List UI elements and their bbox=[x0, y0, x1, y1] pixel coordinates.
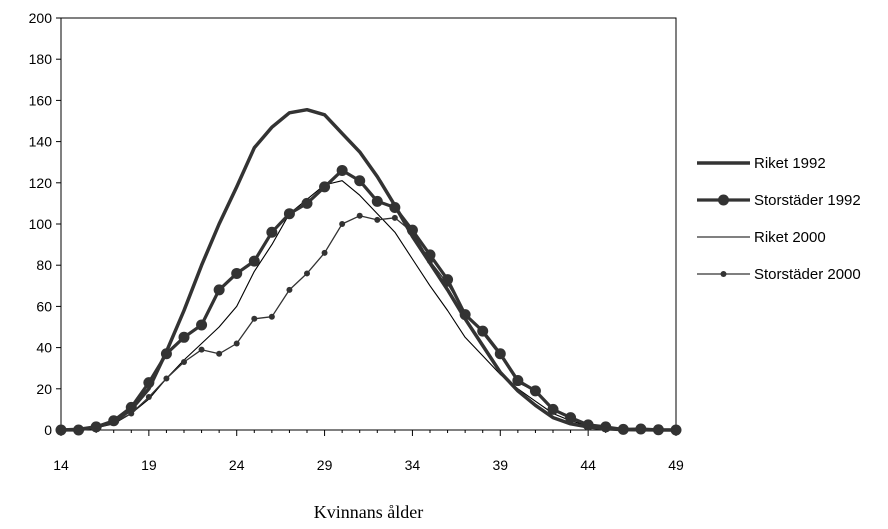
data-point bbox=[494, 348, 506, 360]
legend-item: Riket 1992 bbox=[697, 155, 826, 172]
data-point bbox=[283, 208, 295, 220]
data-point bbox=[266, 226, 278, 238]
y-tick-label: 100 bbox=[29, 216, 53, 232]
data-point bbox=[196, 319, 208, 331]
x-tick-label: 14 bbox=[53, 457, 69, 473]
data-point bbox=[216, 350, 223, 357]
data-point bbox=[477, 325, 489, 337]
data-point bbox=[231, 267, 243, 279]
data-point bbox=[336, 164, 348, 176]
y-tick-label: 140 bbox=[29, 134, 53, 150]
x-tick-label: 49 bbox=[668, 457, 684, 473]
legend-label: Riket 2000 bbox=[754, 229, 826, 246]
data-point bbox=[301, 197, 313, 209]
legend: Riket 1992 Storstäder 1992 Riket 2000 Stors… bbox=[697, 155, 861, 283]
data-point bbox=[391, 214, 398, 221]
legend-label: Riket 1992 bbox=[754, 155, 826, 172]
x-tick-label: 39 bbox=[492, 457, 508, 473]
x-tick-label: 19 bbox=[141, 457, 157, 473]
data-point bbox=[565, 412, 577, 424]
data-point bbox=[213, 284, 225, 296]
data-point bbox=[181, 359, 187, 366]
legend-label: Storstäder 2000 bbox=[754, 266, 861, 283]
series-layer bbox=[55, 107, 682, 436]
series-riket-1992 bbox=[59, 107, 678, 432]
legend-item: Storstäder 1992 bbox=[697, 192, 861, 209]
x-tick-label: 24 bbox=[229, 457, 245, 473]
x-tick-label: 34 bbox=[405, 457, 421, 473]
data-point bbox=[286, 286, 293, 293]
y-tick-label: 120 bbox=[29, 175, 53, 191]
data-point bbox=[304, 270, 310, 277]
data-point bbox=[178, 331, 190, 343]
y-tick-label: 180 bbox=[29, 51, 53, 67]
x-tick-label: 44 bbox=[580, 457, 596, 473]
x-axis-title: Kvinnans ålder bbox=[314, 502, 423, 522]
plot-frame bbox=[60, 17, 677, 431]
data-point bbox=[374, 216, 381, 223]
data-point bbox=[442, 274, 454, 286]
data-point bbox=[339, 221, 346, 227]
data-point bbox=[268, 313, 275, 320]
data-point bbox=[145, 394, 152, 401]
y-tick-label: 20 bbox=[36, 381, 52, 397]
data-point bbox=[248, 255, 260, 267]
data-point bbox=[321, 249, 328, 256]
data-point bbox=[319, 181, 331, 193]
data-point bbox=[529, 385, 541, 397]
series-line bbox=[59, 107, 678, 432]
x-axis-ticks: 14 19 24 29 34 39 44 49 bbox=[53, 430, 684, 473]
legend-item: Storstäder 2000 bbox=[697, 266, 861, 283]
data-point bbox=[251, 315, 258, 322]
data-point bbox=[233, 340, 240, 347]
data-point bbox=[356, 212, 363, 219]
y-tick-label: 80 bbox=[36, 257, 52, 273]
legend-swatch-marker bbox=[718, 194, 729, 206]
legend-swatch-marker bbox=[720, 271, 727, 277]
y-tick-label: 200 bbox=[29, 10, 53, 26]
legend-item: Riket 2000 bbox=[697, 229, 826, 246]
x-tick-label: 29 bbox=[317, 457, 333, 473]
y-axis-ticks: 0 20 40 60 80 100 120 140 160 180 200 bbox=[29, 10, 61, 438]
data-point bbox=[512, 375, 524, 387]
data-point bbox=[371, 195, 383, 207]
y-tick-label: 40 bbox=[36, 340, 52, 356]
data-point bbox=[547, 403, 559, 415]
data-point bbox=[163, 375, 170, 382]
y-tick-label: 0 bbox=[44, 422, 52, 438]
data-point bbox=[354, 175, 366, 187]
data-point bbox=[198, 346, 205, 353]
y-tick-label: 60 bbox=[36, 298, 52, 314]
plot-area bbox=[60, 17, 677, 431]
legend-label: Storstäder 1992 bbox=[754, 192, 861, 209]
y-tick-label: 160 bbox=[29, 92, 53, 108]
